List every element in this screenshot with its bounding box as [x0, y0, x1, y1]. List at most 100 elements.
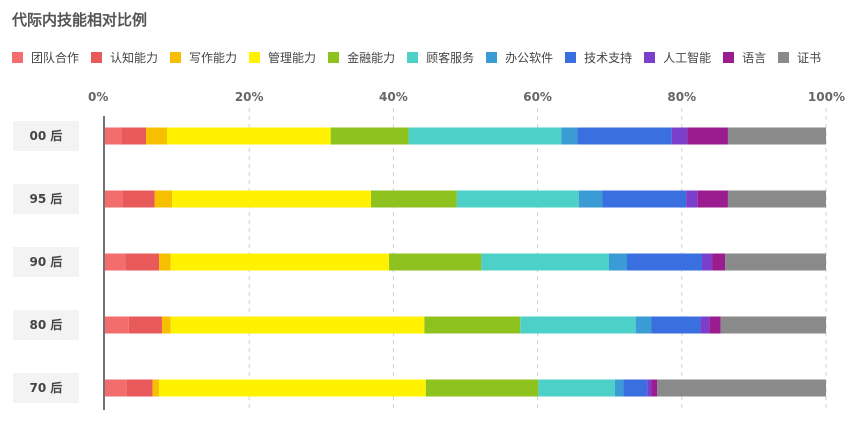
bar-segment [725, 253, 826, 271]
category-label: 95 后 [30, 191, 63, 206]
bar-segment [608, 253, 628, 271]
legend-swatch [723, 51, 735, 63]
x-tick-label: 60% [523, 90, 552, 104]
bar-segment [105, 190, 123, 208]
bar-segment [424, 316, 521, 334]
bar-segment [657, 379, 826, 397]
bar-segment [712, 253, 726, 271]
bar-segment [159, 253, 171, 271]
bar-segment [125, 253, 160, 271]
legend-swatch [644, 51, 656, 63]
legend-swatch [565, 51, 577, 63]
category-label: 80 后 [30, 317, 63, 332]
bar-segment [651, 379, 658, 397]
bar-segment [727, 127, 826, 145]
bar-segment [152, 379, 160, 397]
bar-segment [709, 316, 721, 334]
category-label-bg [13, 310, 79, 340]
category-label-bg [13, 121, 79, 151]
bar-segment [122, 190, 155, 208]
bar-segment [561, 127, 578, 145]
category-label-bg [13, 247, 79, 277]
bar-segment [159, 379, 426, 397]
bar-segment [146, 127, 168, 145]
bar-segment [105, 127, 122, 145]
legend-item[interactable]: 语言 [723, 49, 766, 66]
legend-swatch [170, 51, 182, 63]
bar-segment [126, 379, 153, 397]
bar-segment [520, 316, 636, 334]
x-tick-label: 40% [379, 90, 408, 104]
legend-item[interactable]: 管理能力 [249, 49, 316, 66]
bar-segment [456, 190, 579, 208]
legend-label: 人工智能 [663, 50, 712, 65]
bar-segment [167, 127, 331, 145]
bar-segment [687, 127, 728, 145]
legend-label: 团队合作 [31, 50, 80, 65]
bar-segment [389, 253, 482, 271]
bar-segment [170, 316, 425, 334]
bar-segment [727, 190, 826, 208]
chart-legend: 团队合作 认知能力 写作能力 管理能力 金融能力 顾客服务 办公软件 技术支持 人工智能 语言 证书 [12, 49, 833, 65]
bar-segment [330, 127, 409, 145]
chart-title: 代际内技能相对比例 [12, 11, 148, 29]
legend-label: 写作能力 [189, 50, 238, 65]
bar-segment [697, 190, 728, 208]
bar-segment [161, 316, 171, 334]
category-label: 70 后 [30, 380, 63, 395]
legend-item[interactable]: 办公软件 [486, 49, 553, 66]
legend-swatch [407, 51, 419, 63]
legend-item[interactable]: 团队合作 [12, 49, 79, 66]
bar-segment [686, 190, 698, 208]
bar-segment [128, 316, 162, 334]
legend-swatch [486, 51, 498, 63]
x-tick-label: 20% [235, 90, 264, 104]
legend-label: 技术支持 [584, 50, 633, 65]
legend-label: 证书 [797, 50, 822, 65]
bar-segment [481, 253, 609, 271]
bar-segment [671, 127, 688, 145]
legend-item[interactable]: 认知能力 [91, 49, 158, 66]
legend-item[interactable]: 写作能力 [170, 49, 237, 66]
legend-swatch [328, 51, 340, 63]
bar-segment [578, 190, 603, 208]
legend-label: 认知能力 [110, 50, 159, 65]
bar-segment [651, 316, 701, 334]
legend-swatch [91, 51, 103, 63]
bar-segment [538, 379, 615, 397]
category-label-bg [13, 184, 79, 214]
bar-segment [701, 253, 713, 271]
legend-item[interactable]: 证书 [778, 49, 821, 66]
legend-label: 办公软件 [505, 50, 554, 65]
bar-segment [627, 253, 702, 271]
bar-segment [635, 316, 652, 334]
bar-segment [371, 190, 457, 208]
x-tick-label: 0% [88, 90, 108, 104]
bar-segment [614, 379, 624, 397]
bar-segment [700, 316, 710, 334]
category-label-bg [13, 373, 79, 403]
bar-segment [154, 190, 173, 208]
legend-swatch [12, 51, 23, 63]
legend-item[interactable]: 金融能力 [328, 49, 395, 66]
x-tick-label: 100% [808, 90, 845, 104]
legend-item[interactable]: 顾客服务 [407, 49, 474, 66]
legend-item[interactable]: 人工智能 [644, 49, 711, 66]
legend-swatch [778, 51, 790, 63]
bar-segment [720, 316, 826, 334]
bar-segment [170, 253, 390, 271]
bar-segment [121, 127, 147, 145]
bar-segment [623, 379, 648, 397]
x-tick-label: 80% [667, 90, 696, 104]
bar-segment [105, 253, 126, 271]
bar-segment [577, 127, 672, 145]
bar-segment [602, 190, 687, 208]
bar-segment [408, 127, 562, 145]
legend-item[interactable]: 技术支持 [565, 49, 632, 66]
legend-label: 语言 [742, 50, 767, 65]
legend-label: 管理能力 [268, 50, 317, 65]
bar-segment [647, 379, 652, 397]
legend-label: 金融能力 [347, 50, 396, 65]
